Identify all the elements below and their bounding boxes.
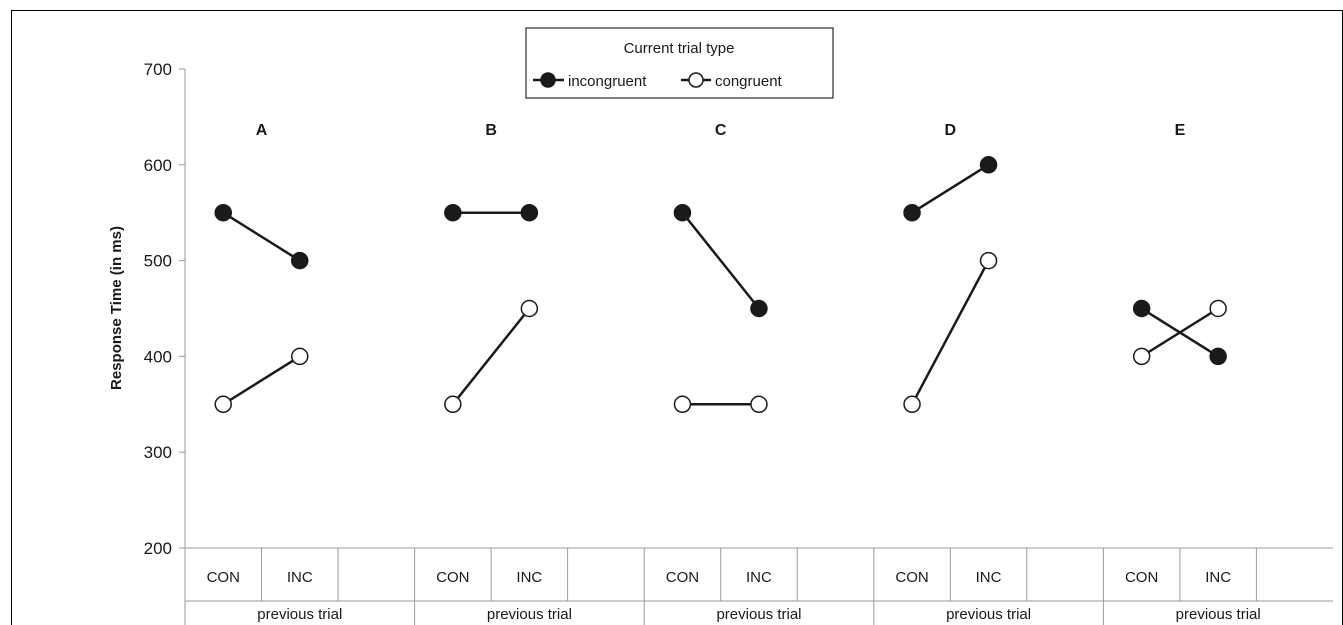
legend-box	[525, 27, 834, 99]
x-category-label-inc: INC	[746, 569, 772, 586]
point-congruent-inc	[979, 251, 998, 270]
point-congruent-con	[214, 395, 232, 414]
legend-marker-congruent	[688, 72, 704, 88]
x-category-label-con: CON	[895, 569, 928, 586]
point-incongruent-inc	[979, 156, 998, 174]
series-line-incongruent	[222, 211, 301, 262]
group-label: previous trial	[716, 606, 801, 623]
y-tick-label: 600	[144, 156, 172, 175]
point-incongruent-inc	[520, 203, 539, 222]
point-congruent-inc	[1209, 299, 1227, 318]
group-label: previous trial	[257, 606, 342, 623]
y-tick-label: 400	[144, 347, 172, 366]
panels: CON INC previous trial A CON INC previous tria…	[185, 122, 1333, 625]
point-incongruent-inc	[291, 251, 309, 270]
legend: Current trial type incongruent congruent	[525, 27, 834, 99]
x-category-label-inc: INC	[516, 569, 542, 586]
series-line-congruent	[910, 260, 990, 405]
point-congruent-con	[444, 395, 462, 414]
point-congruent-con	[1132, 347, 1151, 366]
group-label: previous trial	[1176, 606, 1261, 623]
panel-title: B	[485, 122, 497, 139]
group-label: previous trial	[946, 606, 1031, 623]
x-category-label-inc: INC	[287, 569, 313, 586]
y-axis-label: Response Time (in ms)	[108, 226, 125, 390]
point-incongruent-con	[673, 203, 692, 222]
y-tick-label: 300	[144, 443, 172, 462]
figure-frame	[11, 10, 1343, 625]
point-congruent-inc	[750, 395, 768, 414]
panel-title: C	[715, 122, 727, 139]
point-incongruent-con	[1132, 299, 1151, 318]
legend-title: Current trial type	[624, 40, 735, 57]
point-incongruent-con	[903, 203, 921, 222]
panel-a: CON INC previous trial A	[185, 122, 415, 623]
panel-b: CON INC previous trial B	[414, 122, 645, 625]
x-category-label-con: CON	[666, 569, 699, 586]
y-tick-label: 200	[144, 539, 172, 558]
panel-e: CON INC previous trial E	[1102, 122, 1333, 625]
series-line-congruent	[451, 307, 531, 406]
point-incongruent-inc	[1209, 347, 1227, 366]
legend-label-incongruent: incongruent	[568, 73, 647, 90]
x-category-label-con: CON	[436, 569, 469, 586]
panel-title: D	[945, 122, 957, 139]
series-line-incongruent	[681, 211, 760, 310]
group-label: previous trial	[487, 606, 572, 623]
point-incongruent-con	[444, 203, 462, 222]
legend-label-congruent: congruent	[715, 73, 783, 90]
y-tick-label: 700	[144, 60, 172, 79]
point-congruent-inc	[520, 299, 539, 318]
x-category-label-con: CON	[207, 569, 240, 586]
point-congruent-con	[903, 395, 921, 414]
y-tick-label: 500	[144, 252, 172, 271]
point-incongruent-con	[214, 203, 232, 222]
point-congruent-con	[673, 395, 692, 414]
x-category-label-inc: INC	[1205, 569, 1231, 586]
x-category-label-inc: INC	[976, 569, 1002, 586]
panel-title: E	[1175, 122, 1186, 139]
series-line-congruent	[1140, 307, 1219, 358]
panel-c: CON INC previous trial C	[643, 122, 874, 625]
panel-d: CON INC previous trial D	[873, 122, 1104, 625]
series-line-incongruent	[911, 163, 990, 214]
panel-title: A	[256, 122, 268, 139]
point-incongruent-inc	[750, 299, 768, 318]
series-line-congruent	[222, 355, 301, 406]
x-category-label-con: CON	[1125, 569, 1158, 586]
point-congruent-inc	[291, 347, 309, 366]
axes: 200 300 400 500 600 700	[144, 60, 1333, 625]
legend-marker-incongruent	[540, 72, 556, 88]
